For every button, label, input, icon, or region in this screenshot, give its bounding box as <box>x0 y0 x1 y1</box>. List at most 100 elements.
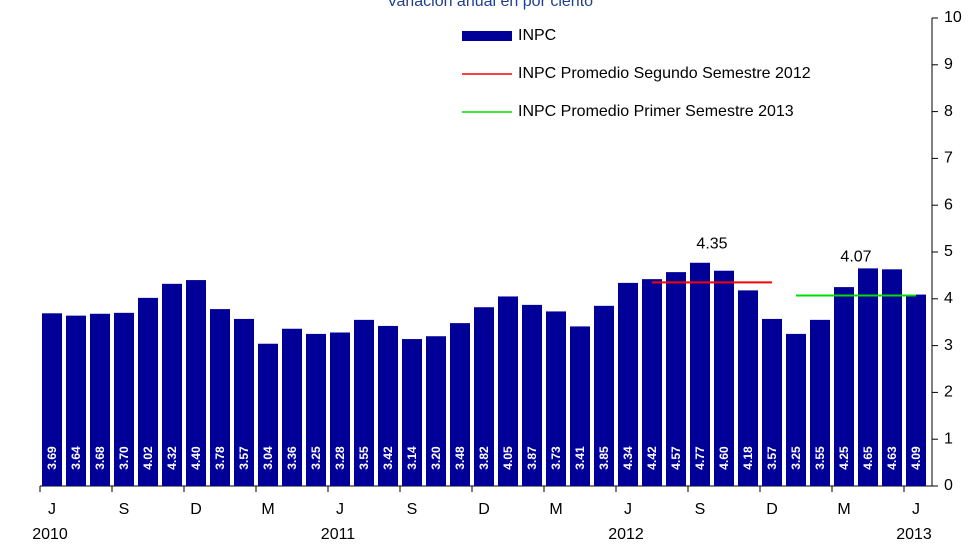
value-label: 3.64 <box>69 446 83 470</box>
bar <box>186 280 206 486</box>
value-label: 4.05 <box>501 446 515 470</box>
value-label: 3.48 <box>453 446 467 470</box>
x-tick-label: D <box>190 501 202 518</box>
x-tick-label: J <box>912 501 920 518</box>
bar <box>378 325 398 486</box>
chart-subtitle: Variación anual en por ciento <box>387 0 593 10</box>
bar <box>474 307 494 486</box>
value-label: 4.63 <box>885 446 899 470</box>
y-tick-label: 7 <box>944 150 953 167</box>
bar <box>882 269 902 486</box>
x-tick-label: S <box>407 501 418 518</box>
bar <box>282 328 302 486</box>
legend-label: INPC Promedio Primer Semestre 2013 <box>518 103 794 120</box>
bar <box>642 279 662 486</box>
bar <box>234 318 254 486</box>
bar <box>402 339 422 486</box>
line-value-label: 4.07 <box>840 249 871 266</box>
bar <box>594 305 614 486</box>
bar <box>426 336 446 486</box>
line-value-label: 4.35 <box>696 236 727 253</box>
bar <box>258 343 278 486</box>
value-label: 4.77 <box>693 446 707 470</box>
x-tick-label: M <box>837 501 850 518</box>
x-group-label: 2013 <box>896 526 932 543</box>
bar <box>834 287 854 486</box>
bar <box>570 326 590 486</box>
bar <box>858 268 878 486</box>
value-label: 4.32 <box>165 446 179 470</box>
y-tick-label: 2 <box>944 384 953 401</box>
value-label: 4.25 <box>837 446 851 470</box>
value-label: 4.18 <box>741 446 755 470</box>
value-label: 3.25 <box>789 446 803 470</box>
bar <box>354 319 374 486</box>
bar <box>786 333 806 486</box>
y-tick-label: 10 <box>944 9 962 26</box>
value-label: 4.60 <box>717 446 731 470</box>
y-tick-label: 3 <box>944 337 953 354</box>
y-tick-label: 5 <box>944 243 953 260</box>
bar <box>690 262 710 486</box>
bar <box>522 304 542 486</box>
legend-swatch <box>462 31 512 41</box>
value-label: 3.87 <box>525 446 539 470</box>
y-tick-label: 6 <box>944 196 953 213</box>
value-label: 4.34 <box>621 446 635 470</box>
value-label: 3.25 <box>309 446 323 470</box>
bar <box>162 283 182 486</box>
y-tick-label: 1 <box>944 430 953 447</box>
bar <box>762 318 782 486</box>
x-tick-label: M <box>261 501 274 518</box>
x-tick-label: J <box>48 501 56 518</box>
y-tick-label: 8 <box>944 103 953 120</box>
legend-label: INPC Promedio Segundo Semestre 2012 <box>518 65 811 82</box>
value-label: 4.65 <box>861 446 875 470</box>
x-tick-label: D <box>766 501 778 518</box>
value-label: 3.20 <box>429 446 443 470</box>
bar <box>114 312 134 486</box>
value-label: 3.28 <box>333 446 347 470</box>
x-tick-label: M <box>549 501 562 518</box>
value-label: 4.09 <box>909 446 923 470</box>
x-tick-label: D <box>478 501 490 518</box>
x-group-label: 2011 <box>321 526 356 543</box>
value-label: 3.41 <box>573 446 587 470</box>
value-label: 3.82 <box>477 446 491 470</box>
value-label: 4.57 <box>669 446 683 470</box>
y-tick-label: 4 <box>944 290 953 307</box>
bar <box>210 309 230 486</box>
value-label: 3.68 <box>93 446 107 470</box>
value-label: 4.40 <box>189 446 203 470</box>
value-label: 3.73 <box>549 446 563 470</box>
bar <box>546 311 566 486</box>
value-label: 3.42 <box>381 446 395 470</box>
bar <box>906 294 926 486</box>
legend-label: INPC <box>518 27 556 44</box>
value-label: 3.04 <box>261 446 275 470</box>
value-label: 3.55 <box>357 446 371 470</box>
y-tick-label: 0 <box>944 477 953 494</box>
bar <box>498 296 518 486</box>
bar <box>618 282 638 486</box>
x-group-label: 2010 <box>32 526 68 543</box>
value-label: 3.57 <box>765 446 779 470</box>
bar <box>666 272 686 486</box>
value-label: 3.36 <box>285 446 299 470</box>
x-tick-label: J <box>624 501 632 518</box>
value-label: 3.69 <box>45 446 59 470</box>
value-label: 4.42 <box>645 446 659 470</box>
bar <box>90 313 110 486</box>
value-label: 3.70 <box>117 446 131 470</box>
x-tick-label: J <box>336 501 344 518</box>
bar <box>306 333 326 486</box>
bar <box>330 332 350 486</box>
value-label: 3.78 <box>213 446 227 470</box>
value-label: 3.55 <box>813 446 827 470</box>
bar <box>138 297 158 486</box>
bar <box>738 290 758 486</box>
bar <box>66 315 86 486</box>
bar <box>714 270 734 486</box>
x-tick-label: S <box>119 501 130 518</box>
